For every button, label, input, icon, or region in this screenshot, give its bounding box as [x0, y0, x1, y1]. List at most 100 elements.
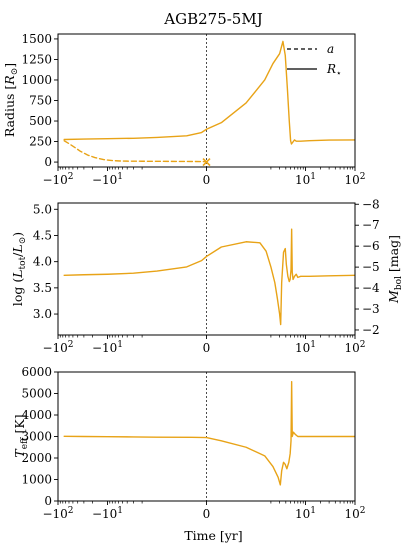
- y-axis-label-mbol-part-0: M: [386, 289, 401, 304]
- panel1-xtick-label-3-base: 10: [295, 341, 310, 355]
- panel1-xtick-label-3: 101: [295, 340, 316, 355]
- y-axis-label-luminosity-part-6: ): [10, 232, 25, 237]
- panel2-ytick-label-4: 4000: [21, 408, 52, 422]
- panel1-xtick-label-1-base: −10: [92, 341, 117, 355]
- panel2-series-0-line: [63, 380, 355, 486]
- panel1-xtick-label-0-exp: 2: [68, 340, 74, 350]
- panel0-series-group: [63, 40, 355, 163]
- panel2-xtick-label-3: 101: [295, 506, 316, 521]
- panel2-xtick-label-4: 102: [344, 506, 365, 521]
- radius-panel: −102 −101 0 101 1020250500750100012501500Rad…: [2, 32, 366, 187]
- panel0-ytick-label-3: 750: [29, 94, 52, 108]
- panel1-xtick-label-4: 102: [344, 340, 365, 355]
- panel1-xtick-label-0: −102: [42, 340, 73, 355]
- panel0-ytick-label-1: 250: [29, 135, 52, 149]
- legend-label-1: R⋆: [326, 62, 342, 79]
- figure-title: AGB275-5MJ: [163, 10, 262, 28]
- y-axis-label-mbol-part-2: [mag]: [386, 235, 401, 276]
- y-axis-label-radius-part-0: Radius [: [2, 85, 17, 137]
- panel0-xtick-label-0: −102: [42, 172, 73, 187]
- panel2-ytick-label-1: 1000: [21, 473, 52, 487]
- panel0-xtick-label-4: 102: [344, 172, 365, 187]
- y-axis-label-teff: Teff [K]: [12, 414, 30, 457]
- panel0-xtick-label-1-base: −10: [92, 173, 117, 187]
- panel1-xtick-label-3-exp: 1: [310, 340, 316, 350]
- y-axis-label-luminosity-part-4: L: [10, 244, 25, 253]
- y-axis-label-luminosity-part-3: /: [10, 252, 25, 257]
- panel0-ytick-label-6: 1500: [21, 32, 52, 46]
- panel2-xtick-label-4-exp: 2: [360, 506, 366, 516]
- panel2-ytick-label-5: 5000: [21, 387, 52, 401]
- teff-panel: −102 −101 0 101 1020100020003000400050006000…: [12, 365, 366, 521]
- panel0-xtick-label-3-exp: 1: [310, 172, 316, 182]
- panel0-xtick-label-0-exp: 2: [68, 172, 74, 182]
- panel2-xtick-label-1-exp: 1: [117, 506, 123, 516]
- panel1-ytick-label-4: 5.0: [33, 202, 52, 216]
- panel1-xtick-label-1-exp: 1: [117, 340, 123, 350]
- panel2-xtick-label-1: −101: [92, 506, 123, 521]
- panel2-xtick-label-4-base: 10: [344, 507, 359, 521]
- panel1-ytick-label-3: 4.5: [33, 228, 52, 242]
- panel2-series-group: [63, 380, 355, 486]
- panel0-ytick-label-4: 1000: [21, 73, 52, 87]
- y-axis-label-luminosity: log (Ltot/L⊙): [10, 232, 28, 306]
- panel1-xtick-label-4-base: 10: [344, 341, 359, 355]
- panel1-ytick-right-label-0: −2: [362, 323, 380, 337]
- panel1-ytick-label-0: 3.0: [33, 307, 52, 321]
- panel2-xtick-label-0-base: −10: [42, 507, 67, 521]
- y-axis-label-radius-part-3: ]: [2, 63, 17, 68]
- panel0-xtick-label-0-base: −10: [42, 173, 67, 187]
- y-axis-label-teff-part-2: [K]: [12, 414, 27, 437]
- y-axis-label-radius-part-2: ⊙: [10, 68, 20, 76]
- panel0-xtick-label-2: 0: [203, 173, 211, 187]
- y-axis-label-luminosity-part-5: ⊙: [18, 237, 28, 245]
- panel2-xtick-label-0-exp: 2: [68, 506, 74, 516]
- panel0-ytick-label-0: 0: [44, 155, 52, 169]
- panel0-xtick-label-1-exp: 1: [117, 172, 123, 182]
- panel1-ytick-right-label-1: −3: [362, 302, 380, 316]
- y-axis-label-luminosity-part-0: log (: [10, 278, 25, 306]
- panel1-xtick-label-1: −101: [92, 340, 123, 355]
- legend-label-1-sub: ⋆: [336, 69, 342, 79]
- y-axis-label-mbol-part-1: bol: [394, 276, 404, 290]
- panel1-ytick-right-label-5: −7: [362, 218, 380, 232]
- panel1-ytick-right-label-2: −4: [362, 281, 380, 295]
- panel0-xtick-label-3-base: 10: [295, 173, 310, 187]
- panel1-ytick-right-label-6: −8: [362, 197, 380, 211]
- legend-label-1-main: R: [326, 62, 336, 76]
- panel2-xtick-label-2: 0: [203, 507, 211, 521]
- panel0-xtick-label-4-exp: 2: [360, 172, 366, 182]
- panel0-ytick-label-2: 500: [29, 114, 52, 128]
- panel0-series-0-line: [63, 40, 355, 145]
- panel2-ytick-label-2: 2000: [21, 451, 52, 465]
- y-axis-label-teff-part-1: eff: [20, 437, 30, 449]
- panel2-ytick-label-0: 0: [44, 494, 52, 508]
- y-axis-label-luminosity-part-2: tot: [18, 256, 28, 269]
- panel0-ytick-label-5: 1250: [21, 52, 52, 66]
- y-axis-label-teff-part-0: T: [12, 448, 27, 458]
- panel0-series-1-marker: [202, 158, 211, 167]
- y-axis-label-radius-part-1: R: [2, 75, 17, 85]
- panel1-ytick-label-2: 4.0: [33, 255, 52, 269]
- legend: aR⋆: [287, 42, 342, 79]
- panel1-xtick-label-0-base: −10: [42, 341, 67, 355]
- legend-label-0: a: [327, 42, 334, 56]
- panel1-xtick-label-4-exp: 2: [360, 340, 366, 350]
- panel1-series-group: [63, 228, 355, 326]
- panel2-ytick-label-6: 6000: [21, 365, 52, 379]
- y-axis-label-mbol: Mbol [mag]: [386, 235, 404, 304]
- panel2-ytick-label-3: 3000: [21, 430, 52, 444]
- panel1-ytick-right-label-4: −6: [362, 239, 380, 253]
- panel2-xtick-label-3-base: 10: [295, 507, 310, 521]
- y-axis-label-radius: Radius [R⊙]: [2, 63, 20, 137]
- luminosity-panel: −102 −101 0 101 1023.03.54.04.55.0−2−3−4−5−6…: [10, 197, 404, 355]
- panel1-ytick-right-label-3: −5: [362, 260, 380, 274]
- legend-label-0-main: a: [327, 42, 334, 56]
- y-axis-label-luminosity-part-1: L: [10, 269, 25, 278]
- panel1-series-0-line: [63, 228, 355, 326]
- panel2-xtick-label-1-base: −10: [92, 507, 117, 521]
- panel2-xtick-label-0: −102: [42, 506, 73, 521]
- panel0-series-1-line: [63, 140, 208, 163]
- panel0-xtick-label-1: −101: [92, 172, 123, 187]
